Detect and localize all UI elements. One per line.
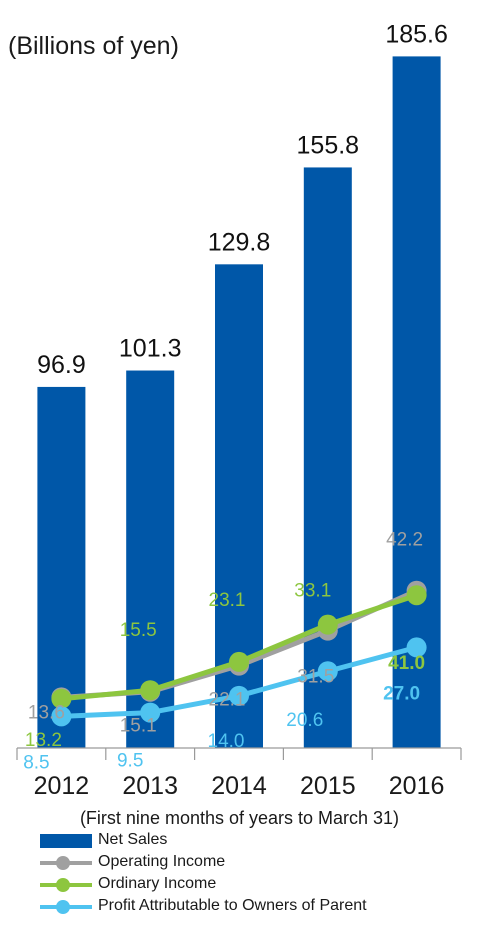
data-label-net-sales-2016: 185.6: [385, 20, 448, 48]
legend-label-profit: Profit Attributable to Owners of Parent: [98, 897, 367, 914]
data-label-net-sales-2015: 155.8: [297, 131, 360, 159]
legend-label-operating-income: Operating Income: [98, 853, 226, 870]
x-tick-label-2013: 2013: [122, 772, 178, 800]
marker-ordinary-income-2016: [406, 585, 427, 606]
marker-ordinary-income-2012: [51, 688, 72, 709]
data-label-profit-attributable-to-owners-of-parent-2015: 20.6: [286, 710, 323, 731]
marker-profit-attributable-to-owners-of-parent-2014: [229, 685, 249, 706]
bar-net-sales-2016: [392, 56, 441, 748]
data-label-operating-income-2016: 42.2: [386, 530, 423, 551]
unit-label: (Billions of yen): [8, 32, 179, 60]
data-label-net-sales-2013: 101.3: [119, 335, 182, 363]
data-label-operating-income-2014: 22.1: [209, 690, 246, 711]
data-label-profit-attributable-to-owners-of-parent-2016: 27.0: [383, 683, 420, 704]
data-label-profit-attributable-to-owners-of-parent-2013: 9.5: [117, 751, 143, 772]
legend-swatch-net-sales: [40, 834, 92, 848]
data-label-net-sales-2014: 129.8: [208, 228, 271, 256]
data-label-net-sales-2012: 96.9: [37, 351, 86, 379]
legend-label-ordinary-income: Ordinary Income: [98, 875, 217, 892]
marker-profit-attributable-to-owners-of-parent-2013: [140, 702, 161, 723]
data-label-ordinary-income-2014: 23.1: [209, 590, 246, 611]
marker-profit-attributable-to-owners-of-parent-2012: [51, 706, 72, 727]
x-tick-label-2014: 2014: [211, 772, 267, 800]
data-label-operating-income-2013: 15.1: [120, 716, 157, 737]
legend-marker-operating-income: [56, 856, 70, 870]
legend-marker-profit: [56, 900, 70, 914]
bar-net-sales-2015: [303, 167, 352, 748]
x-tick-label-2012: 2012: [34, 772, 90, 800]
x-axis-note: (First nine months of years to March 31): [79, 808, 400, 828]
legend-marker-ordinary-income: [56, 878, 70, 892]
x-tick-label-2016: 2016: [389, 772, 445, 800]
marker-ordinary-income-2015: [317, 614, 338, 635]
marker-profit-attributable-to-owners-of-parent-2015: [317, 661, 338, 682]
data-label-profit-attributable-to-owners-of-parent-2014: 14.0: [208, 731, 245, 752]
data-label-ordinary-income-2015: 33.1: [294, 581, 331, 602]
marker-ordinary-income-2013: [140, 680, 161, 701]
marker-ordinary-income-2014: [229, 651, 249, 672]
data-label-ordinary-income-2012: 13.2: [25, 730, 62, 751]
data-label-ordinary-income-2013: 15.5: [120, 620, 157, 641]
legend-label-net-sales: Net Sales: [98, 831, 168, 848]
data-label-operating-income-2015: 31.5: [297, 667, 334, 688]
x-tick-label-2015: 2015: [300, 772, 356, 800]
marker-profit-attributable-to-owners-of-parent-2016: [406, 637, 427, 658]
data-label-profit-attributable-to-owners-of-parent-2012: 8.5: [23, 752, 49, 773]
data-label-operating-income-2012: 13.6: [28, 702, 65, 723]
data-label-ordinary-income-2016: 41.0: [388, 653, 425, 674]
